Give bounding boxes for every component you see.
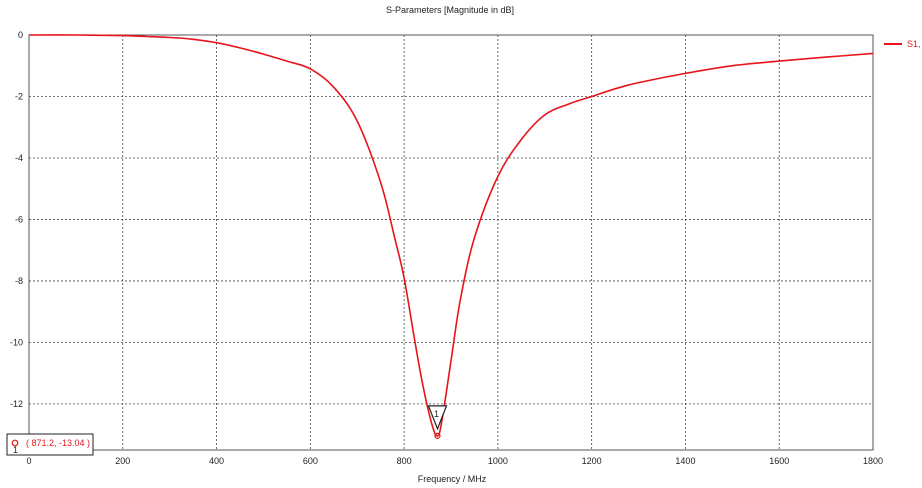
y-tick-label: -2	[15, 91, 23, 101]
x-tick-label: 1000	[488, 456, 508, 466]
x-tick-label: 800	[397, 456, 412, 466]
y-tick-label: -12	[10, 399, 23, 409]
series-layer	[28, 34, 874, 437]
y-tick-label: -8	[15, 276, 23, 286]
x-tick-label: 1800	[863, 456, 883, 466]
grid-lines	[29, 35, 873, 450]
x-tick-label: 1600	[769, 456, 789, 466]
readout-index: 1	[13, 445, 18, 455]
y-tick-label: -10	[10, 337, 23, 347]
chart-title: S-Parameters [Magnitude in dB]	[386, 5, 514, 15]
x-axis-title: Frequency / MHz	[418, 474, 487, 484]
plot-area	[28, 34, 874, 451]
x-tick-labels: 0 200 400 600 800 1000 1200 1400 1600 1800	[26, 456, 883, 466]
readout-border	[6, 433, 94, 456]
readout-value: ( 871.2, -13.04 )	[26, 438, 90, 448]
y-tick-label: -4	[15, 153, 23, 163]
marker-layer: 1	[427, 405, 448, 439]
y-tick-label: 0	[18, 30, 23, 40]
marker-readout[interactable]: 1 ( 871.2, -13.04 )	[6, 433, 94, 456]
y-tick-labels: 0 -2 -4 -6 -8 -10 -12	[10, 30, 23, 409]
readout-marker-icon	[11, 439, 19, 447]
marker-point	[434, 432, 441, 439]
x-tick-label: 400	[209, 456, 224, 466]
legend[interactable]: S1,	[884, 39, 921, 49]
x-tick-label: 600	[303, 456, 318, 466]
y-tick-label: -6	[15, 214, 23, 224]
x-tick-label: 200	[115, 456, 130, 466]
legend-label-s11: S1,	[907, 39, 921, 49]
marker-triangle[interactable]	[427, 405, 448, 431]
x-tick-label: 1200	[582, 456, 602, 466]
x-tick-label: 1400	[675, 456, 695, 466]
x-tick-label: 0	[26, 456, 31, 466]
marker-label: 1	[434, 409, 439, 419]
series-line-s11	[28, 34, 874, 437]
